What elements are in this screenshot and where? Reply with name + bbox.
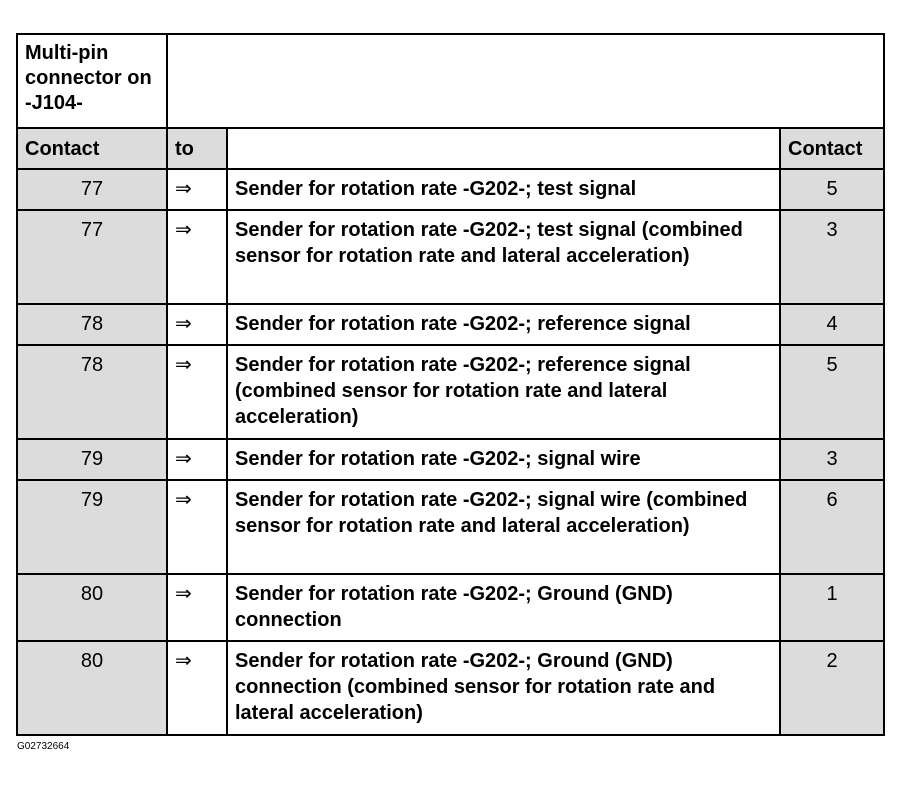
description-cell: Sender for rotation rate -G202-; referen… bbox=[226, 303, 781, 346]
table-row: 77 ⇒ Sender for rotation rate -G202-; test… bbox=[16, 168, 886, 211]
table-row: 77 ⇒ Sender for rotation rate -G202-; test… bbox=[16, 209, 886, 305]
target-contact-cell: 3 bbox=[778, 438, 886, 481]
contact-cell: 80 bbox=[16, 573, 168, 642]
contact-cell: 77 bbox=[16, 209, 168, 305]
header-blank bbox=[226, 127, 781, 170]
description-cell: Sender for rotation rate -G202-; Ground … bbox=[226, 640, 781, 736]
arrow-cell: ⇒ bbox=[166, 640, 228, 736]
arrow-cell: ⇒ bbox=[166, 303, 228, 346]
column-header-row: Contact to Contact bbox=[16, 127, 886, 170]
table-row: 80 ⇒ Sender for rotation rate -G202-; Grou… bbox=[16, 573, 886, 642]
contact-cell: 79 bbox=[16, 479, 168, 575]
description-cell: Sender for rotation rate -G202-; signal … bbox=[226, 479, 781, 575]
header-contact-left: Contact bbox=[16, 127, 168, 170]
arrow-cell: ⇒ bbox=[166, 479, 228, 575]
table-row: 78 ⇒ Sender for rotation rate -G202-; refe… bbox=[16, 344, 886, 440]
arrow-cell: ⇒ bbox=[166, 168, 228, 211]
target-contact-cell: 5 bbox=[778, 168, 886, 211]
contact-cell: 80 bbox=[16, 640, 168, 736]
contact-cell: 79 bbox=[16, 438, 168, 481]
header-contact-right: Contact bbox=[778, 127, 886, 170]
target-contact-cell: 2 bbox=[778, 640, 886, 736]
arrow-cell: ⇒ bbox=[166, 209, 228, 305]
description-cell: Sender for rotation rate -G202-; referen… bbox=[226, 344, 781, 440]
arrow-cell: ⇒ bbox=[166, 438, 228, 481]
table-row: 78 ⇒ Sender for rotation rate -G202-; refe… bbox=[16, 303, 886, 346]
figure-id: G02732664 bbox=[17, 741, 70, 752]
table-row: 79 ⇒ Sender for rotation rate -G202-; sign… bbox=[16, 438, 886, 481]
connector-title-cell: Multi-pin connector on -J104- bbox=[16, 33, 168, 129]
arrow-cell: ⇒ bbox=[166, 573, 228, 642]
contact-cell: 78 bbox=[16, 303, 168, 346]
connector-title: Multi-pin connector on -J104- bbox=[25, 42, 152, 114]
connector-pin-table: Multi-pin connector on -J104- Contact to… bbox=[16, 33, 886, 736]
table-row: 79 ⇒ Sender for rotation rate -G202-; sign… bbox=[16, 479, 886, 575]
description-cell: Sender for rotation rate -G202-; test si… bbox=[226, 168, 781, 211]
table-title-row: Multi-pin connector on -J104- bbox=[16, 33, 886, 129]
arrow-cell: ⇒ bbox=[166, 344, 228, 440]
contact-cell: 77 bbox=[16, 168, 168, 211]
contact-cell: 78 bbox=[16, 344, 168, 440]
target-contact-cell: 6 bbox=[778, 479, 886, 575]
description-cell: Sender for rotation rate -G202-; signal … bbox=[226, 438, 781, 481]
title-empty-cell bbox=[165, 33, 886, 129]
header-to: to bbox=[166, 127, 228, 170]
target-contact-cell: 3 bbox=[778, 209, 886, 305]
table-row: 80 ⇒ Sender for rotation rate -G202-; Grou… bbox=[16, 640, 886, 736]
target-contact-cell: 5 bbox=[778, 344, 886, 440]
target-contact-cell: 4 bbox=[778, 303, 886, 346]
target-contact-cell: 1 bbox=[778, 573, 886, 642]
description-cell: Sender for rotation rate -G202-; Ground … bbox=[226, 573, 781, 642]
description-cell: Sender for rotation rate -G202-; test si… bbox=[226, 209, 781, 305]
